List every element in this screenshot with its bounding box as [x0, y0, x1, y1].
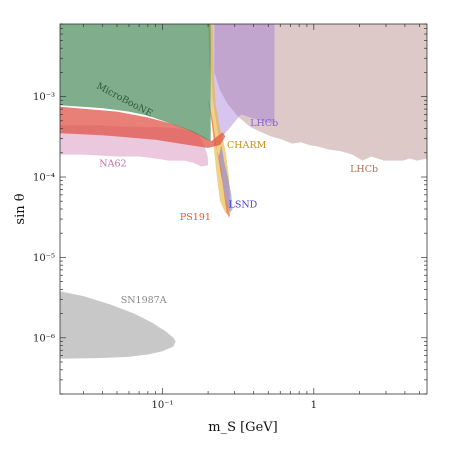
label-na62: NA62	[99, 159, 126, 170]
region-sn1987a-8	[60, 291, 176, 359]
x-axis-label: m_S [GeV]	[208, 420, 277, 435]
label-sn1987a: SN1987A	[121, 295, 167, 306]
region-microboone-6	[60, 106, 226, 148]
label-lhcb: LHCb	[250, 118, 278, 129]
label-lsnd: LSND	[229, 199, 258, 210]
y-tick-label: 10⁻⁴	[33, 173, 55, 184]
y-tick-label: 10⁻⁵	[33, 253, 55, 264]
y-tick-label: 10⁻³	[33, 92, 55, 103]
label-ps191: PS191	[180, 212, 211, 223]
region-ps191-5	[208, 100, 231, 218]
ticks-layer: 10⁻¹ 1 10⁻⁶ 10⁻⁵ 10⁻⁴ 10⁻³	[33, 23, 427, 411]
x-tick-label: 1	[311, 400, 317, 411]
region-lsnd-4	[218, 145, 233, 213]
regions-layer	[60, 24, 427, 359]
y-axis-label: sin θ	[13, 193, 28, 224]
label-lhcb: LHCb	[350, 164, 378, 175]
label-charm: CHARM	[227, 140, 267, 151]
y-tick-label: 10⁻⁶	[33, 333, 55, 344]
region-microboone-7	[60, 24, 211, 142]
region-lhcb-0	[214, 24, 427, 161]
x-tick-label: 10⁻¹	[152, 400, 174, 411]
region-lhcb-1	[209, 24, 275, 139]
